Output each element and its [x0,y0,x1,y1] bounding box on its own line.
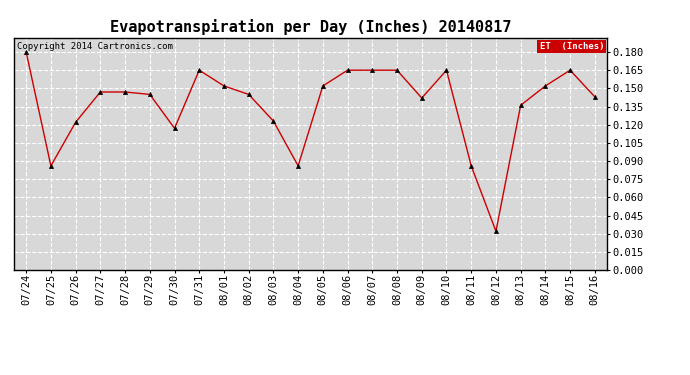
Title: Evapotranspiration per Day (Inches) 20140817: Evapotranspiration per Day (Inches) 2014… [110,19,511,35]
Text: ET  (Inches): ET (Inches) [540,42,604,51]
Text: Copyright 2014 Cartronics.com: Copyright 2014 Cartronics.com [17,42,172,51]
